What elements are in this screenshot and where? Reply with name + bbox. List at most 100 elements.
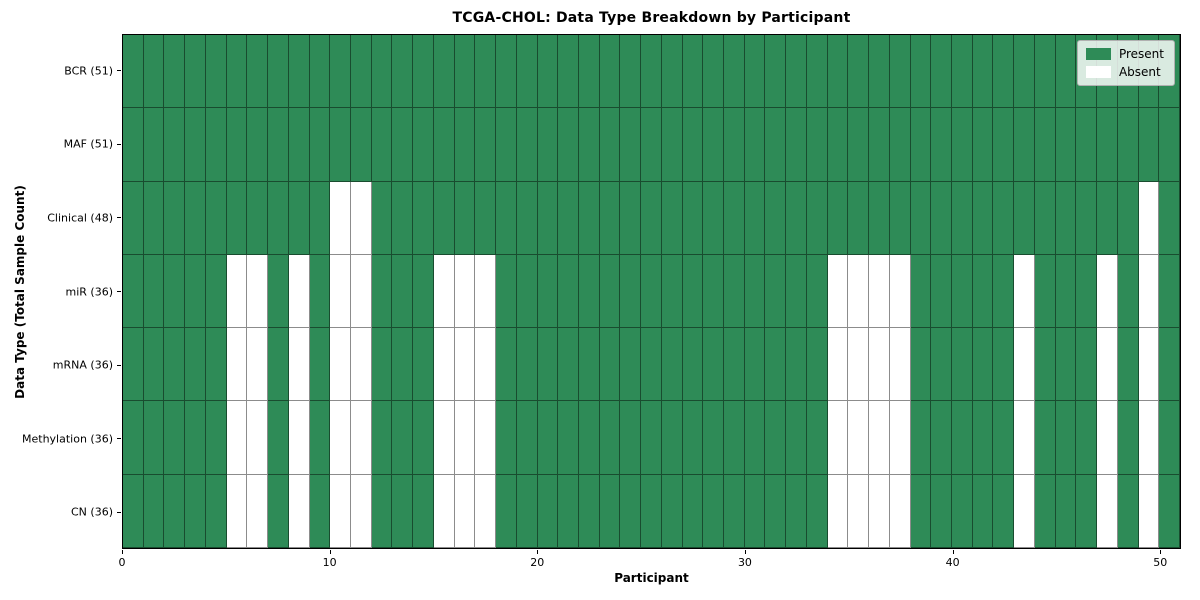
cell-row4-participant25-present <box>641 328 662 402</box>
cell-row6-participant20-present <box>537 474 559 548</box>
cell-row2-participant36-present <box>869 181 890 255</box>
cell-row5-participant6-absent <box>247 401 269 475</box>
cell-row0-participant24-present <box>620 35 642 109</box>
cell-row2-participant40-present <box>952 181 973 255</box>
cell-row0-participant1-present <box>143 35 165 109</box>
cell-row6-participant29-present <box>724 474 745 548</box>
cell-row6-participant47-absent <box>1097 474 1118 548</box>
cell-row2-participant50-present <box>1159 181 1180 255</box>
cell-row1-participant27-present <box>682 108 704 182</box>
cell-row2-participant29-present <box>724 181 745 255</box>
cell-row2-participant14-present <box>413 181 434 255</box>
cell-row1-participant12-present <box>371 108 393 182</box>
cell-row1-participant8-present <box>288 108 310 182</box>
cell-row3-participant32-present <box>786 254 807 329</box>
cell-row5-participant17-absent <box>475 401 497 475</box>
cell-row0-participant13-present <box>392 35 414 109</box>
legend-label-present: Present <box>1118 47 1164 61</box>
cell-row2-participant3-present <box>185 181 206 255</box>
cell-row1-participant13-present <box>392 108 414 182</box>
cell-row4-participant27-present <box>682 328 704 402</box>
cell-row6-participant6-absent <box>247 474 269 548</box>
cell-row3-participant21-present <box>558 254 579 329</box>
cell-row3-participant44-present <box>1034 254 1056 329</box>
cell-row6-participant10-absent <box>330 474 351 548</box>
cell-row4-participant36-absent <box>869 328 890 402</box>
cell-row2-participant39-present <box>931 181 952 255</box>
cell-row5-participant18-present <box>496 401 517 475</box>
cell-row2-participant5-present <box>226 181 248 255</box>
cell-row4-participant43-absent <box>1014 328 1035 402</box>
cell-row4-participant30-present <box>744 328 766 402</box>
cell-row0-participant28-present <box>703 35 725 109</box>
cell-row6-participant36-absent <box>869 474 890 548</box>
y-tick-label-6: CN (36) <box>71 505 113 519</box>
cell-row3-participant14-present <box>413 254 434 329</box>
cell-row0-participant37-present <box>889 35 911 109</box>
cell-row6-participant22-present <box>578 474 600 548</box>
cell-row4-participant37-absent <box>889 328 911 402</box>
cell-row2-participant10-absent <box>330 181 351 255</box>
cell-row3-participant1-present <box>143 254 165 329</box>
cell-row6-participant1-present <box>143 474 165 548</box>
cell-row2-participant22-present <box>578 181 600 255</box>
cell-row0-participant10-present <box>330 35 351 109</box>
cell-row1-participant5-present <box>226 108 248 182</box>
cell-row1-participant32-present <box>786 108 807 182</box>
cell-row5-participant44-present <box>1034 401 1056 475</box>
cell-row2-participant21-present <box>558 181 579 255</box>
cell-row0-participant3-present <box>185 35 206 109</box>
cell-row0-participant23-present <box>599 35 621 109</box>
cell-row0-participant9-present <box>309 35 331 109</box>
cell-row4-participant12-present <box>371 328 393 402</box>
cell-row3-participant26-present <box>661 254 683 329</box>
cell-row3-participant20-present <box>537 254 559 329</box>
cell-row5-participant50-present <box>1159 401 1180 475</box>
cell-row5-participant31-present <box>765 401 787 475</box>
cell-row6-participant33-present <box>806 474 828 548</box>
cell-row3-participant4-present <box>205 254 227 329</box>
cell-row3-participant18-present <box>496 254 517 329</box>
cell-row2-participant43-present <box>1014 181 1035 255</box>
cell-row5-participant43-absent <box>1014 401 1035 475</box>
cell-row2-participant1-present <box>143 181 165 255</box>
y-tick-mark-0 <box>117 70 121 72</box>
y-tick-label-2: Clinical (48) <box>47 211 113 225</box>
cell-row4-participant14-present <box>413 328 434 402</box>
cell-row4-participant2-present <box>164 328 186 402</box>
y-tick-label-1: MAF (51) <box>63 137 113 151</box>
cell-row5-participant7-present <box>268 401 289 475</box>
cell-row2-participant47-present <box>1097 181 1118 255</box>
cell-row5-participant14-present <box>413 401 434 475</box>
cell-row2-participant11-absent <box>350 181 372 255</box>
cell-row5-participant28-present <box>703 401 725 475</box>
cell-row2-participant23-present <box>599 181 621 255</box>
cell-row5-participant24-present <box>620 401 642 475</box>
cell-row0-participant5-present <box>226 35 248 109</box>
cell-row0-participant22-present <box>578 35 600 109</box>
cell-row1-participant18-present <box>496 108 517 182</box>
cell-row0-participant36-present <box>869 35 890 109</box>
x-tick-label-30: 30 <box>737 556 752 569</box>
cell-row6-participant40-present <box>952 474 973 548</box>
cell-row1-participant44-present <box>1034 108 1056 182</box>
y-tick-mark-2 <box>117 217 121 219</box>
x-axis-tick-marks <box>122 550 1181 554</box>
cell-row6-participant28-present <box>703 474 725 548</box>
cell-row3-participant28-present <box>703 254 725 329</box>
cell-row0-participant20-present <box>537 35 559 109</box>
cell-row3-participant36-absent <box>869 254 890 329</box>
cell-row2-participant4-present <box>205 181 227 255</box>
cell-row1-participant23-present <box>599 108 621 182</box>
cell-row3-participant16-absent <box>454 254 476 329</box>
cell-row3-participant46-present <box>1076 254 1098 329</box>
cell-row4-participant5-absent <box>226 328 248 402</box>
cell-row3-participant15-absent <box>433 254 455 329</box>
cell-row6-participant14-present <box>413 474 434 548</box>
cell-row6-participant18-present <box>496 474 517 548</box>
cell-row2-participant27-present <box>682 181 704 255</box>
legend: Present Absent <box>1076 40 1175 86</box>
cell-row2-participant7-present <box>268 181 289 255</box>
cell-row6-participant32-present <box>786 474 807 548</box>
cell-row3-participant23-present <box>599 254 621 329</box>
